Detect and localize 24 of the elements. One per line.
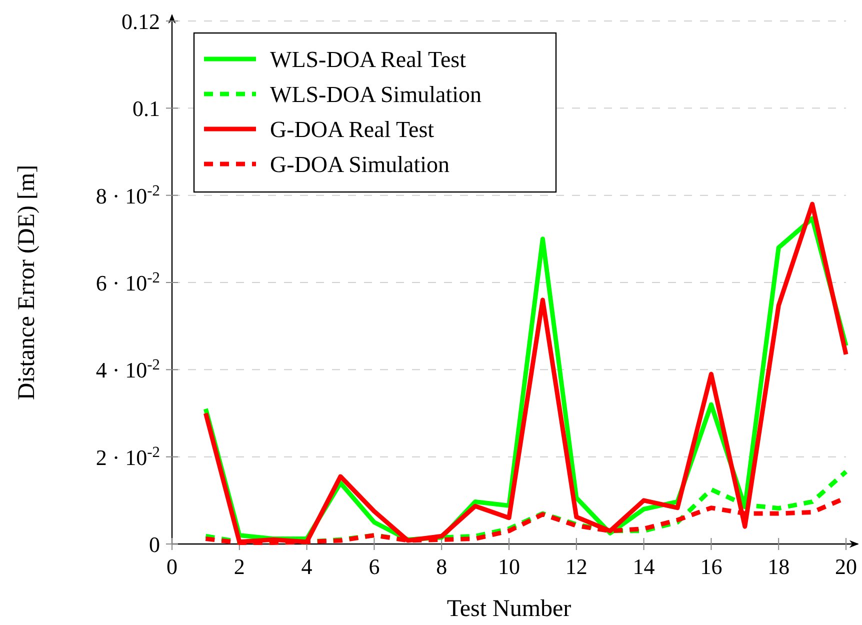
x-tick-label: 16 [700, 554, 722, 579]
x-tick-label: 12 [565, 554, 588, 579]
x-tick-label: 8 [436, 554, 448, 579]
legend-label: G-DOA Simulation [270, 152, 450, 177]
x-axis-title: Test Number [446, 596, 572, 622]
y-tick-label: 0 [149, 532, 160, 557]
y-axis-title: Distance Error (DE) [m] [14, 164, 40, 400]
x-tick-label: 0 [166, 554, 178, 579]
y-tick-label: 8 · 10$^{-2}$ [96, 182, 160, 208]
legend-label: G-DOA Real Test [270, 117, 435, 142]
x-tick-label: 10 [498, 554, 520, 579]
x-tick-label: 20 [835, 554, 857, 579]
x-tick-label: 18 [768, 554, 790, 579]
y-tick-label: 0.12 [122, 9, 160, 34]
x-tick-label: 14 [632, 554, 655, 579]
y-tick-label: 4 · 10$^{-2}$ [96, 356, 160, 383]
y-tick-label: 2 · 10$^{-2}$ [96, 443, 160, 470]
y-tick-label: 6 · 10$^{-2}$ [96, 269, 160, 296]
x-tick-label: 2 [234, 554, 245, 579]
x-tick-label: 4 [301, 554, 312, 579]
legend-label: WLS-DOA Real Test [270, 47, 467, 72]
y-tick-label: 0.1 [132, 96, 160, 122]
x-tick-label: 6 [368, 554, 380, 579]
legend-label: WLS-DOA Simulation [270, 82, 482, 107]
